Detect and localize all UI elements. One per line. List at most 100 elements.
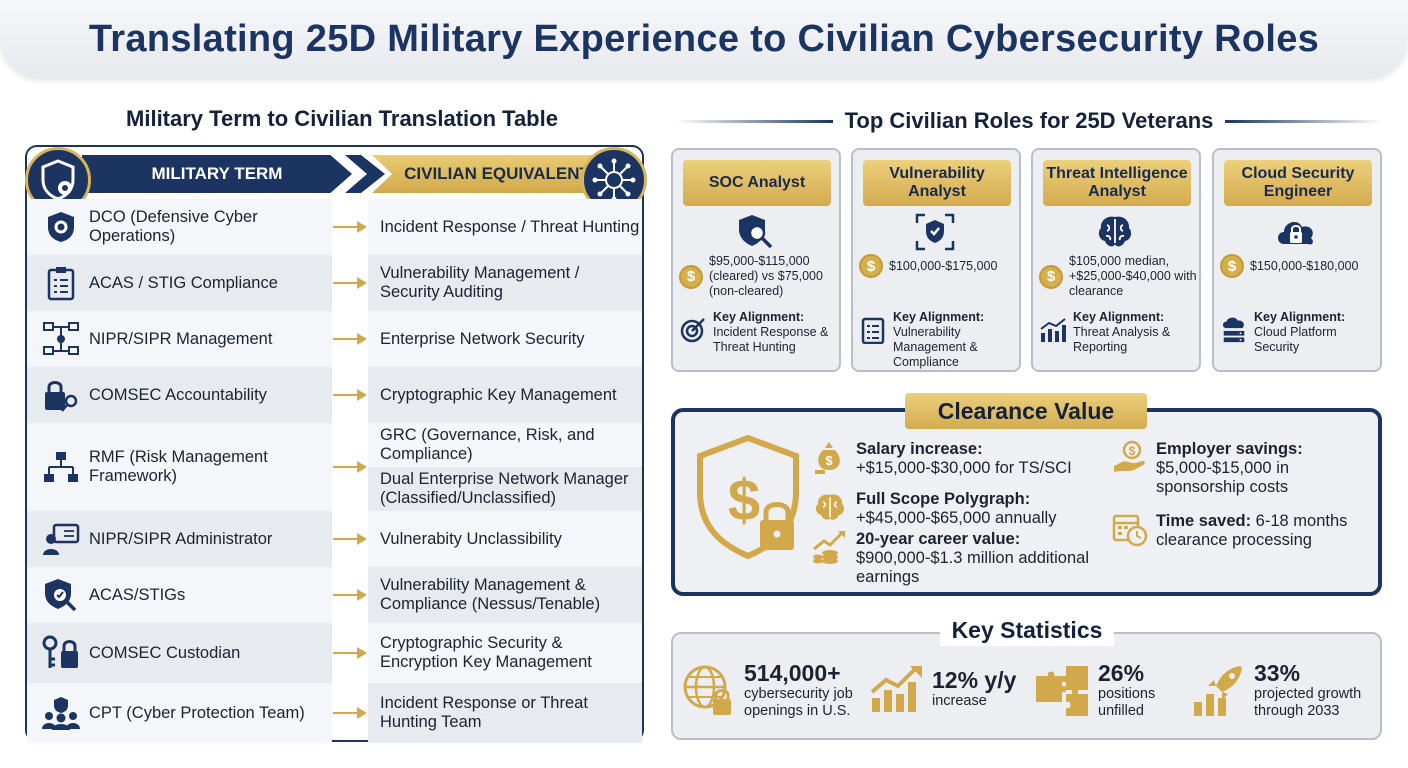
role-card-cloud-security-engineer: Cloud Security Engineer $ $150,000-$180,0… (1212, 148, 1382, 372)
gold-arrow-icon (332, 277, 368, 289)
network-icon (41, 319, 81, 359)
gold-arrow-icon (332, 589, 368, 601)
checklist-icon (859, 316, 887, 344)
role-name: SOC Analyst (683, 160, 831, 206)
admin-computer-icon (41, 519, 81, 559)
key-alignment: Key Alignment: Cloud Platform Security (1220, 310, 1380, 355)
military-cell: CPT (Cyber Protection Team) (27, 683, 332, 743)
table-row: COMSEC Accountability Cryptographic Key … (27, 367, 642, 423)
table-row: ACAS / STIG Compliance Vulnerability Man… (27, 255, 642, 311)
key-alignment: Key Alignment: Threat Analysis & Reportin… (1039, 310, 1199, 355)
key-alignment: Key Alignment: Incident Response & Threat… (679, 310, 839, 355)
military-cell: NIPR/SIPR Administrator (27, 511, 332, 567)
clearance-value-title: Clearance Value (905, 393, 1147, 429)
dollar-coin-icon: $ (679, 264, 703, 289)
military-cell: ACAS / STIG Compliance (27, 255, 332, 311)
page-title: Translating 25D Military Experience to C… (88, 17, 1320, 60)
gold-arrow-icon (332, 389, 368, 401)
gold-arrow-icon (332, 221, 368, 233)
growth-coins-icon (812, 530, 848, 564)
target-icon (679, 316, 707, 344)
bar-chart-icon (1039, 316, 1067, 344)
divider (1225, 119, 1382, 123)
clipboard-checklist-icon (41, 263, 81, 303)
role-card-vulnerability-analyst: Vulnerability Analyst $ $100,000-$175,000… (851, 148, 1021, 372)
calendar-clock-icon (1112, 512, 1148, 547)
salary-row: $ $105,000 median, +$25,000-$40,000 with … (1039, 254, 1197, 299)
military-term-header: MILITARY TERM (82, 155, 352, 193)
rocket-chart-icon (1190, 662, 1246, 718)
role-card-soc-analyst: SOC Analyst $ $95,000-$115,000 (cleared) … (671, 148, 841, 372)
military-cell: DCO (Defensive Cyber Operations) (27, 199, 332, 255)
civilian-cell: Cryptographic Security & Encryption Key … (368, 623, 642, 683)
gold-arrow-icon (332, 461, 368, 473)
money-bag-icon: $ (812, 440, 848, 474)
table-row: DCO (Defensive Cyber Operations) Inciden… (27, 199, 642, 255)
table-row: CPT (Cyber Protection Team) Incident Res… (27, 683, 642, 743)
military-cell: COMSEC Custodian (27, 623, 332, 683)
key-statistics-title: Key Statistics (940, 614, 1114, 646)
roles-heading: Top Civilian Roles for 25D Veterans (676, 106, 1382, 136)
shield-magnifier-icon (41, 575, 81, 615)
civilian-line: GRC (Governance, Risk, and Compliance) (368, 423, 642, 467)
cloud-server-icon (1220, 316, 1248, 344)
civilian-cell: Vulnerability Management / Security Audi… (368, 255, 642, 311)
role-card-threat-intelligence-analyst: Threat Intelligence Analyst $ $105,000 me… (1031, 148, 1201, 372)
clearance-item: $ Employer savings: $5,000-$15,000 in spo… (1112, 440, 1372, 497)
civilian-cell: Vulnerabity Unclassibility (368, 511, 642, 567)
gold-arrow-icon (332, 707, 368, 719)
salary-row: $ $95,000-$115,000 (cleared) vs $75,000 (… (679, 254, 837, 299)
shield-search-icon (733, 212, 777, 252)
stat-item: 514,000+ cybersecurity job openings in U.… (680, 660, 872, 720)
gold-arrow-icon (332, 647, 368, 659)
dollar-coin-icon: $ (1220, 254, 1244, 278)
table-row: COMSEC Custodian Cryptographic Security … (27, 623, 642, 683)
rising-bars-icon (868, 660, 924, 716)
table-row: NIPR/SIPR Administrator Vulnerabity Uncl… (27, 511, 642, 567)
dollar-coin-icon: $ (859, 254, 883, 278)
military-cell: NIPR/SIPR Management (27, 311, 332, 367)
role-name: Cloud Security Engineer (1224, 160, 1372, 206)
globe-lock-icon (680, 662, 736, 718)
military-cell: RMF (Risk Management Framework) (27, 423, 332, 511)
table-rows: DCO (Defensive Cyber Operations) Inciden… (27, 199, 642, 743)
shield-gear-icon (41, 207, 81, 247)
military-cell: ACAS/STIGs (27, 567, 332, 623)
translation-table: MILITARY TERM CIVILIAN EQUIVALENT DCO (D… (25, 145, 647, 743)
hierarchy-icon (41, 447, 81, 487)
shield-check-icon (913, 212, 957, 252)
translation-table-title: Military Term to Civilian Translation Ta… (126, 106, 558, 131)
military-cell: COMSEC Accountability (27, 367, 332, 423)
title-banner: Translating 25D Military Experience to C… (0, 0, 1408, 78)
clearance-value-panel (671, 408, 1382, 596)
civilian-cell: GRC (Governance, Risk, and Compliance) D… (368, 423, 642, 511)
table-row: ACAS/STIGs Vulnerability Management & Co… (27, 567, 642, 623)
cloud-lock-icon (1274, 212, 1318, 252)
civilian-equivalent-header: CIVILIAN EQUIVALENT (372, 155, 622, 193)
civilian-line: Dual Enterprise Network Manager (Classif… (368, 467, 642, 511)
table-header: MILITARY TERM CIVILIAN EQUIVALENT (25, 147, 647, 213)
hand-coin-icon: $ (1112, 440, 1148, 474)
gold-arrow-icon (332, 533, 368, 545)
table-row: RMF (Risk Management Framework) GRC (Gov… (27, 423, 642, 511)
brain-icon (1093, 212, 1137, 252)
key-alignment: Key Alignment: Vulnerability Management &… (859, 310, 1019, 370)
puzzle-icon (1034, 662, 1090, 718)
clearance-item: $ Salary increase: +$15,000-$30,000 for T… (812, 440, 1102, 478)
stat-item: 12% y/y increase (868, 660, 1016, 716)
civilian-cell: Incident Response / Threat Hunting (368, 199, 642, 255)
clearance-item: 20-year career value: $900,000-$1.3 milli… (812, 530, 1102, 587)
stat-item: 26% positions unfilled (1034, 660, 1170, 720)
divider (676, 119, 833, 123)
gold-arrow-icon (332, 333, 368, 345)
svg-text:$: $ (825, 453, 833, 468)
brain-icon (812, 490, 848, 524)
civilian-cell: Incident Response or Threat Hunting Team (368, 683, 642, 743)
civilian-cell: Cryptographic Key Management (368, 367, 642, 423)
salary-row: $ $100,000-$175,000 (859, 254, 1017, 278)
table-row: NIPR/SIPR Management Enterprise Network … (27, 311, 642, 367)
clearance-item: Time saved: 6-18 months clearance proces… (1112, 512, 1372, 550)
svg-text:$: $ (1129, 444, 1136, 458)
role-name: Vulnerability Analyst (863, 160, 1011, 206)
